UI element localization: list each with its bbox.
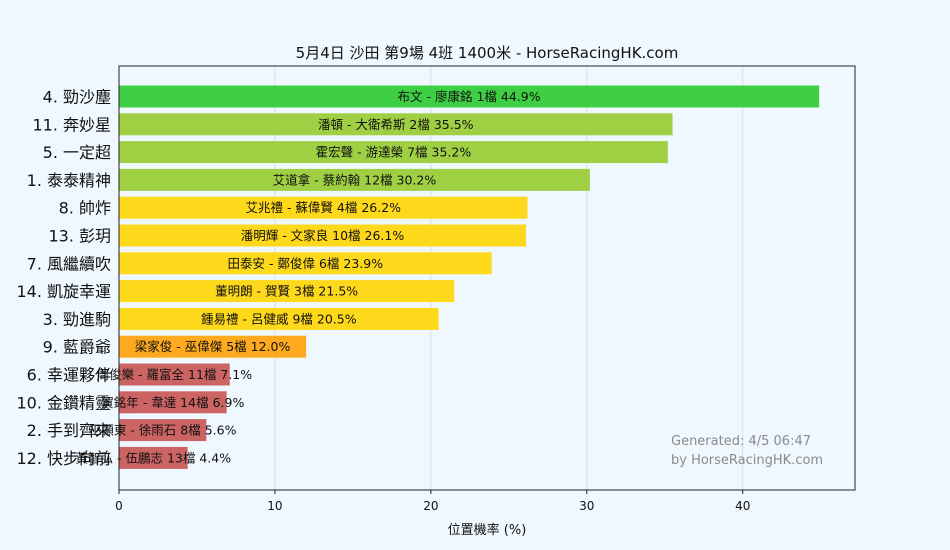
- bar: [119, 446, 188, 469]
- bar-label: 梁家俊 - 巫偉傑 5檔 12.0%: [135, 339, 291, 354]
- horse-label: 11. 奔妙星: [32, 115, 111, 134]
- horse-label: 4. 勁沙塵: [43, 88, 111, 107]
- bar: [119, 113, 673, 136]
- bar-label: 霍宏聲 - 游達榮 7檔 35.2%: [316, 145, 472, 160]
- horse-label: 14. 凱旋幸運: [16, 282, 111, 301]
- bar-label: 鍾易禮 - 呂健威 9檔 20.5%: [201, 311, 357, 326]
- horse-labels: 4. 勁沙塵 11. 奔妙星 5. 一定超 1. 泰泰精神 8. 帥炸 13. 彭玥 7. …: [16, 88, 111, 468]
- horse-label: 12. 快步向前: [16, 449, 111, 468]
- bar-label: 黃智弘 - 伍鵬志 13檔 4.4%: [76, 450, 232, 465]
- horse-label: 3. 勁進駒: [43, 310, 111, 329]
- x-tick-label: 0: [115, 499, 123, 513]
- bar-label: 田泰安 - 鄭俊偉 6檔 23.9%: [228, 256, 384, 271]
- bar-label: 董明朗 - 賀賢 3檔 21.5%: [215, 284, 358, 299]
- bar-label: 巫顯東 - 徐雨石 8檔 5.6%: [89, 423, 237, 438]
- bar: [119, 363, 230, 386]
- bar-label: 布文 - 廖康銘 1檔 44.9%: [398, 89, 541, 104]
- horse-label: 10. 金鑽精靈: [16, 393, 111, 412]
- horse-label: 9. 藍爵爺: [43, 338, 111, 357]
- plot-frame: [118, 65, 856, 491]
- bar: [119, 419, 207, 442]
- bar-label: 潘頓 - 大衛希斯 2檔 35.5%: [318, 117, 474, 132]
- bars: 布文 - 廖康銘 1檔 44.9% 潘頓 - 大衛希斯 2檔 35.5% 霍宏聲 -…: [76, 85, 820, 469]
- x-tick-label: 10: [267, 499, 282, 513]
- bar: [119, 280, 455, 303]
- bar: [119, 391, 227, 414]
- watermark-generated: Generated: 4/5 06:47: [671, 434, 811, 449]
- horse-label: 6. 幸運夥伴: [27, 366, 111, 385]
- bar-label: 艾道拿 - 蔡約翰 12檔 30.2%: [273, 172, 437, 187]
- bar-label: 潘明輝 - 文家良 10檔 26.1%: [241, 228, 405, 243]
- bar: [119, 85, 820, 108]
- horse-label: 2. 手到齊來: [27, 421, 111, 440]
- x-axis-title: 位置機率 (%): [448, 522, 527, 538]
- bar: [119, 224, 526, 247]
- bar: [119, 141, 668, 164]
- x-tick-label: 40: [735, 499, 750, 513]
- bar: [119, 196, 528, 219]
- bar: [119, 252, 492, 275]
- horse-label: 1. 泰泰精神: [27, 171, 111, 190]
- bar-label: 周俊樂 - 羅富全 11檔 7.1%: [97, 367, 253, 382]
- bar-label: 艾兆禮 - 蘇偉賢 4檔 26.2%: [245, 200, 401, 215]
- watermark-site: by HorseRacingHK.com: [671, 453, 823, 468]
- horse-label: 7. 風繼續吹: [27, 254, 111, 273]
- bar: [119, 335, 307, 358]
- x-tick-label: 30: [579, 499, 594, 513]
- chart-title: 5月4日 沙田 第9場 4班 1400米 - HorseRacingHK.com: [296, 44, 679, 62]
- horse-label: 5. 一定超: [43, 143, 111, 162]
- plot-area: [119, 66, 855, 490]
- bar: [119, 168, 590, 191]
- x-tick-label: 20: [423, 499, 438, 513]
- x-axis-ticks: 0 10 20 30 40: [115, 490, 750, 513]
- bar-label: 賀銘年 - 韋達 14檔 6.9%: [101, 395, 244, 410]
- horse-label: 8. 帥炸: [59, 199, 111, 218]
- bar: [119, 307, 439, 330]
- horse-label: 13. 彭玥: [48, 227, 111, 246]
